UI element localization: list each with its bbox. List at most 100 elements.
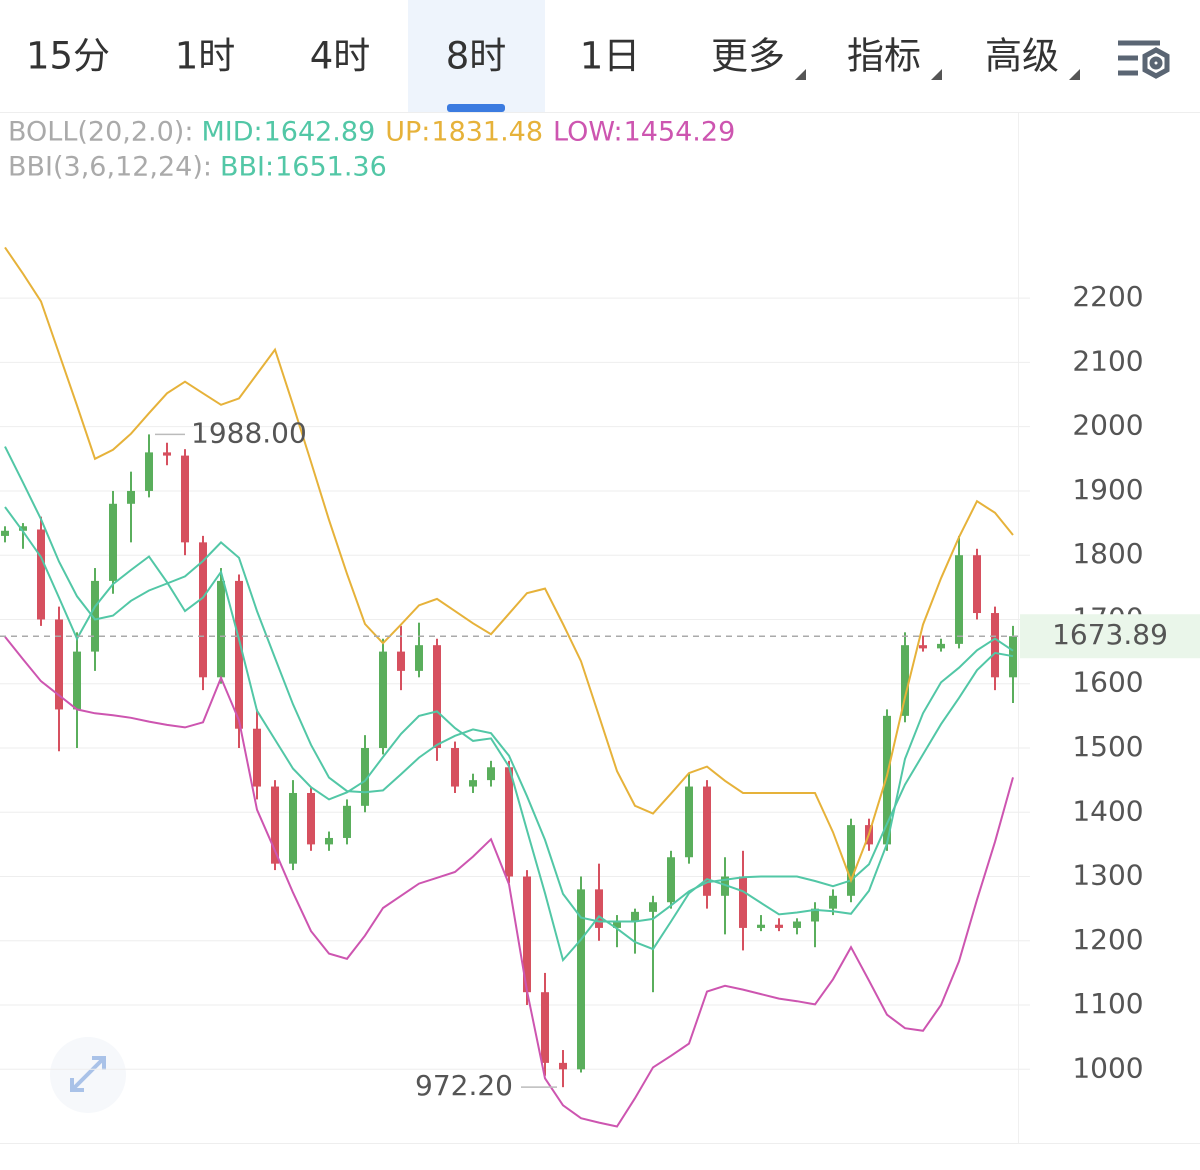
candle-body [541,992,549,1063]
candle-body [703,786,711,896]
candle-body [433,645,441,748]
y-tick-label: 1500 [1072,730,1143,763]
candle-body [757,924,765,928]
candle-body [883,715,891,845]
candle-body [55,619,63,710]
max-label: 1988.00 [191,416,307,449]
candle-body [307,792,315,845]
tab[interactable]: 15分 [26,35,110,78]
candle-body [613,921,621,928]
candle-body [343,805,351,838]
legend-name: BBI: [220,152,274,183]
candle-body [487,767,495,781]
candle-body [469,780,477,787]
indicator-line [4,246,1014,884]
candle-body [775,924,783,928]
candle-body [937,643,945,649]
candle-body [577,889,585,1070]
y-tick-label: 1100 [1072,987,1143,1020]
legend-name: MID: [201,117,262,148]
candle-body [19,526,27,531]
legend-value: 1454.29 [624,117,736,148]
y-tick-label: 2200 [1072,280,1143,313]
candle-body [793,921,801,928]
candle-body [181,455,189,543]
candle-body [145,452,153,491]
dropdown-arrow [795,69,806,80]
legend-value: 1651.36 [275,152,387,183]
tab[interactable]: 4时 [310,35,371,78]
candle-body [325,837,333,845]
y-tick-label: 1200 [1072,923,1143,956]
tab[interactable]: 8时 [446,35,507,78]
candle-body [379,651,387,748]
y-tick-label: 2100 [1072,344,1143,377]
y-tick-label: 1900 [1072,473,1143,506]
candle-body [667,857,675,903]
candle-body [1,530,9,536]
settings-icon[interactable] [1118,40,1170,79]
candle-body [739,876,747,928]
candle-body [721,876,729,896]
candle-body [73,651,81,710]
candle-body [451,747,459,787]
candle-body [955,555,963,644]
candle-body [829,895,837,909]
candle-body [163,452,171,456]
candle-body [253,728,261,787]
candle-body [127,490,135,504]
candle-body [631,911,639,922]
active-tab-bg [408,0,545,112]
candle-body [199,542,207,678]
legend-label: BOLL(20,2.0): [8,117,193,148]
tab[interactable]: 高级 [985,35,1059,78]
legend-value: 1831.48 [431,117,543,148]
candle-body [649,902,657,912]
legend-label: BBI(3,6,12,24): [8,152,212,183]
y-tick-label: 1400 [1072,794,1143,827]
y-tick-label: 1600 [1072,666,1143,699]
y-tick-label: 1000 [1072,1051,1143,1084]
candle-body [973,555,981,614]
candle-body [811,908,819,922]
current-price-label: 1673.89 [1052,618,1168,651]
candle-body [595,889,603,928]
tab[interactable]: 指标 [847,35,921,78]
y-tick-label: 1300 [1072,859,1143,892]
tab[interactable]: 1时 [175,35,236,78]
candle-body [919,645,927,649]
indicator-line [4,446,1014,923]
expand-button[interactable] [50,1037,126,1113]
legend-name: UP: [385,117,430,148]
candle-body [415,645,423,671]
indicator-line [4,636,1014,1128]
tab[interactable]: 1日 [580,35,641,78]
candle-body [289,792,297,864]
candle-body [901,645,909,716]
candle-body [685,786,693,858]
indicator-line [4,506,1014,963]
min-label: 972.20 [415,1069,513,1102]
candle-body [523,876,531,993]
candle-body [1009,636,1017,678]
candle-body [991,613,999,678]
y-tick-label: 1800 [1072,537,1143,570]
candle-body [217,580,225,678]
candle-body [397,651,405,671]
candle-body [559,1062,567,1070]
candle-body [847,825,855,896]
current-price-box [1020,614,1200,659]
candle-body [361,747,369,806]
candle-body [109,503,117,581]
tab[interactable]: 更多 [711,35,785,78]
candle-body [271,786,279,864]
dropdown-arrow [931,69,942,80]
candle-body [37,529,45,620]
active-tab-indicator [447,104,505,112]
candle-body [91,580,99,652]
candle-body [505,767,513,877]
legend-name: LOW: [553,117,623,148]
candle-body [235,580,243,729]
y-tick-label: 2000 [1072,409,1143,442]
